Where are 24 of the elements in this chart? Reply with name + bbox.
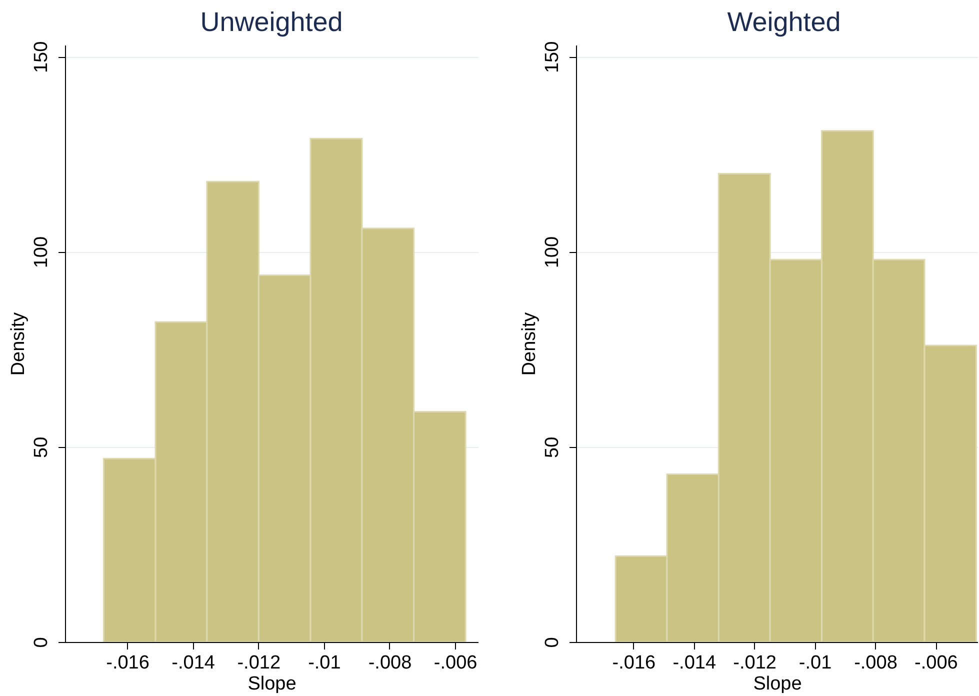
x-tick-label: -.006 — [434, 652, 478, 674]
chart-title: Unweighted — [200, 6, 343, 37]
y-tick-label: 100 — [31, 236, 52, 268]
x-tick-label: -.01 — [308, 652, 341, 674]
chart-title: Weighted — [727, 6, 841, 37]
x-tick-label: -.014 — [172, 652, 216, 674]
y-tick-label: 0 — [542, 637, 563, 648]
y-tick-label: 100 — [542, 236, 563, 268]
y-tick-label: 150 — [542, 41, 563, 74]
y-tick-label: 50 — [542, 436, 563, 458]
x-tick-label: -.006 — [914, 652, 958, 674]
x-tick-label: -.016 — [612, 652, 656, 674]
x-tick-label: -.008 — [368, 652, 412, 674]
x-tick-label: -.01 — [798, 652, 832, 674]
y-tick-label: 50 — [31, 436, 52, 458]
y-axis-title: Density — [8, 312, 29, 376]
x-tick-label: -.008 — [854, 652, 898, 674]
x-tick-label: -.016 — [106, 652, 150, 674]
x-tick-label: -.012 — [237, 652, 281, 674]
y-axis-title: Density — [519, 312, 540, 376]
y-tick-label: 150 — [31, 41, 52, 74]
x-tick-label: -.012 — [733, 652, 776, 674]
y-tick-label: 0 — [31, 637, 52, 648]
x-tick-label: -.014 — [672, 652, 716, 674]
